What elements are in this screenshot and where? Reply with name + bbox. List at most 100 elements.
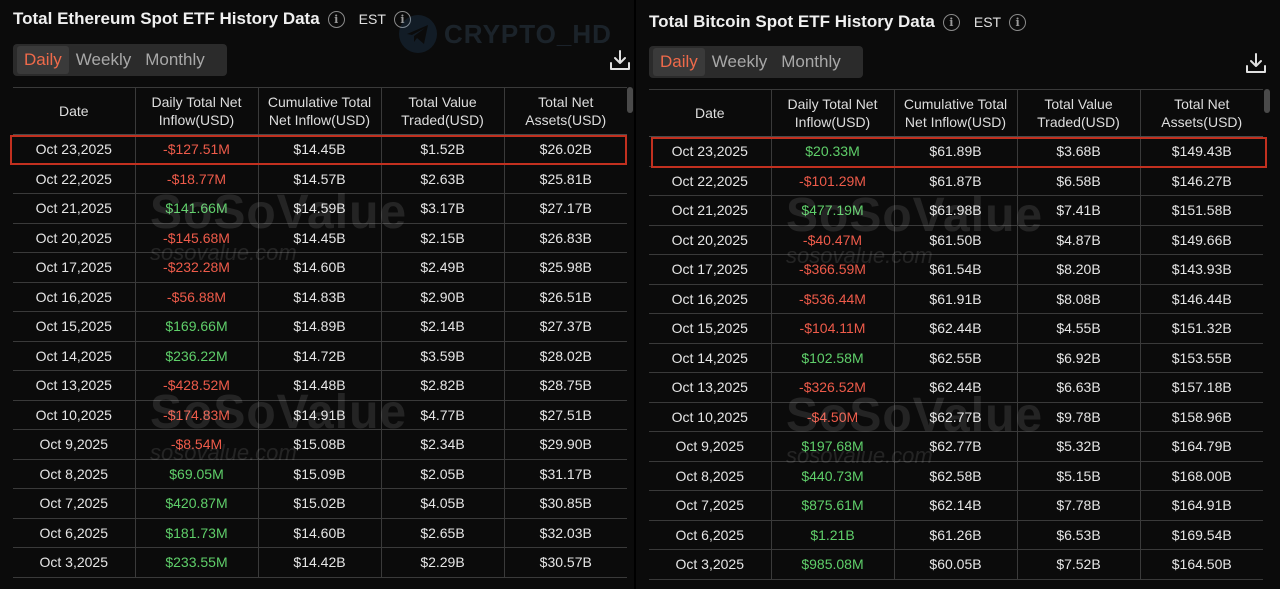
eth-title-info-icon[interactable]: i [327,10,345,28]
btc-col-value-traded[interactable]: Total Value Traded(USD) [1017,89,1141,137]
eth-table-row[interactable]: Oct 22,2025 -$18.77M $14.57B $2.63B $25.81B [13,164,627,194]
btc-table-row[interactable]: Oct 23,2025 $20.33M $61.89B $3.68B $149.43B [649,136,1263,167]
btc-net-assets-cell: $164.50B [1140,549,1263,580]
eth-daily-inflow-cell: $236.22M [135,341,259,371]
btc-net-assets-cell: $158.96B [1140,402,1263,432]
eth-date-cell: Oct 21,2025 [13,193,136,224]
eth-table-row[interactable]: Oct 21,2025 $141.66M $14.59B $3.17B $27.17B [13,193,627,224]
btc-cumulative-inflow-cell: $62.44B [894,372,1018,403]
eth-net-assets-cell: $25.98B [504,252,627,283]
btc-value-traded-cell: $7.41B [1017,195,1141,226]
eth-table-row[interactable]: Oct 14,2025 $236.22M $14.72B $3.59B $28.02B [13,341,627,371]
btc-cumulative-inflow-cell: $62.55B [894,343,1018,373]
btc-table-row[interactable]: Oct 21,2025 $477.19M $61.98B $7.41B $151.58B [649,195,1263,226]
eth-daily-inflow-cell: -$428.52M [135,370,259,401]
btc-table-row[interactable]: Oct 20,2025 -$40.47M $61.50B $4.87B $149.66B [649,225,1263,255]
eth-col-cumulative-inflow[interactable]: Cumulative Total Net Inflow(USD) [258,87,382,135]
btc-table-row[interactable]: Oct 13,2025 -$326.52M $62.44B $6.63B $157.18… [649,372,1263,403]
btc-table-row[interactable]: Oct 7,2025 $875.61M $62.14B $7.78B $164.91B [649,490,1263,521]
btc-daily-inflow-cell: $477.19M [771,195,895,226]
eth-col-daily-inflow[interactable]: Daily Total Net Inflow(USD) [135,87,259,135]
btc-daily-inflow-cell: $102.58M [771,343,895,373]
btc-col-cumulative-inflow[interactable]: Cumulative Total Net Inflow(USD) [894,89,1018,137]
btc-date-cell: Oct 3,2025 [649,549,772,580]
eth-timezone-info-icon[interactable]: i [393,10,411,28]
btc-tab-daily[interactable]: Daily [653,48,705,76]
btc-value-traded-cell: $4.87B [1017,225,1141,255]
eth-date-cell: Oct 17,2025 [13,252,136,283]
btc-daily-inflow-cell: -$4.50M [771,402,895,432]
btc-value-traded-cell: $7.52B [1017,549,1141,580]
eth-date-cell: Oct 7,2025 [13,488,136,519]
eth-table-row[interactable]: Oct 10,2025 -$174.83M $14.91B $4.77B $27.51B [13,400,627,430]
eth-value-traded-cell: $4.77B [381,400,505,430]
btc-value-traded-cell: $8.08B [1017,284,1141,314]
btc-timezone-info-icon[interactable]: i [1009,13,1027,31]
btc-tab-monthly[interactable]: Monthly [781,52,841,71]
eth-table-row[interactable]: Oct 20,2025 -$145.68M $14.45B $2.15B $26.83B [13,223,627,253]
eth-col-date[interactable]: Date [13,87,136,135]
btc-cumulative-inflow-cell: $62.77B [894,431,1018,462]
eth-table-row[interactable]: Oct 8,2025 $69.05M $15.09B $2.05B $31.17B [13,459,627,489]
btc-period-tabs: Daily Weekly Monthly [649,46,863,78]
eth-value-traded-cell: $3.17B [381,193,505,224]
btc-cumulative-inflow-cell: $61.50B [894,225,1018,255]
eth-daily-inflow-cell: $420.87M [135,488,259,519]
btc-tab-weekly[interactable]: Weekly [711,52,768,71]
eth-tab-monthly[interactable]: Monthly [145,50,205,69]
btc-col-daily-inflow[interactable]: Daily Total Net Inflow(USD) [771,89,895,137]
btc-table-row[interactable]: Oct 6,2025 $1.21B $61.26B $6.53B $169.54B [649,520,1263,550]
btc-daily-inflow-cell: $985.08M [771,549,895,580]
eth-table-row[interactable]: Oct 16,2025 -$56.88M $14.83B $2.90B $26.51B [13,282,627,312]
btc-table-row[interactable]: Oct 9,2025 $197.68M $62.77B $5.32B $164.79B [649,431,1263,462]
btc-title-info-icon[interactable]: i [942,13,960,31]
btc-value-traded-cell: $6.58B [1017,166,1141,196]
eth-table-row[interactable]: Oct 3,2025 $233.55M $14.42B $2.29B $30.57B [13,547,627,578]
eth-net-assets-cell: $28.75B [504,370,627,401]
eth-col-value-traded[interactable]: Total Value Traded(USD) [381,87,505,135]
eth-tab-weekly[interactable]: Weekly [75,50,132,69]
eth-table-row[interactable]: Oct 13,2025 -$428.52M $14.48B $2.82B $28.75B [13,370,627,401]
btc-daily-inflow-cell: -$101.29M [771,166,895,196]
btc-daily-inflow-cell: -$536.44M [771,284,895,314]
btc-table-row[interactable]: Oct 8,2025 $440.73M $62.58B $5.15B $168.00B [649,461,1263,491]
btc-col-net-assets[interactable]: Total Net Assets(USD) [1140,89,1263,137]
btc-download-icon[interactable] [1245,52,1267,74]
eth-cumulative-inflow-cell: $14.48B [258,370,382,401]
eth-date-cell: Oct 13,2025 [13,370,136,401]
eth-scrollbar[interactable] [627,87,633,113]
eth-cumulative-inflow-cell: $14.45B [258,134,382,165]
btc-daily-inflow-cell: -$104.11M [771,313,895,344]
eth-daily-inflow-cell: -$56.88M [135,282,259,312]
eth-date-cell: Oct 10,2025 [13,400,136,430]
eth-table-row[interactable]: Oct 7,2025 $420.87M $15.02B $4.05B $30.85B [13,488,627,519]
eth-cumulative-inflow-cell: $15.02B [258,488,382,519]
eth-table-row[interactable]: Oct 17,2025 -$232.28M $14.60B $2.49B $25.98B [13,252,627,283]
btc-table-row[interactable]: Oct 15,2025 -$104.11M $62.44B $4.55B $151.32… [649,313,1263,344]
eth-net-assets-cell: $30.85B [504,488,627,519]
btc-col-date[interactable]: Date [649,89,772,137]
eth-table-row[interactable]: Oct 9,2025 -$8.54M $15.08B $2.34B $29.90B [13,429,627,460]
btc-scrollbar[interactable] [1264,89,1270,113]
eth-table-row[interactable]: Oct 23,2025 -$127.51M $14.45B $1.52B $26.02B [13,134,627,165]
btc-table-row[interactable]: Oct 3,2025 $985.08M $60.05B $7.52B $164.50B [649,549,1263,580]
btc-table-row[interactable]: Oct 10,2025 -$4.50M $62.77B $9.78B $158.96B [649,402,1263,432]
eth-table-row[interactable]: Oct 6,2025 $181.73M $14.60B $2.65B $32.03B [13,518,627,548]
btc-net-assets-cell: $149.43B [1140,136,1263,167]
eth-table-row[interactable]: Oct 15,2025 $169.66M $14.89B $2.14B $27.37B [13,311,627,342]
btc-daily-inflow-cell: -$366.59M [771,254,895,285]
eth-net-assets-cell: $25.81B [504,164,627,194]
btc-table-row[interactable]: Oct 14,2025 $102.58M $62.55B $6.92B $153.55B [649,343,1263,373]
eth-cumulative-inflow-cell: $14.83B [258,282,382,312]
btc-table-row[interactable]: Oct 16,2025 -$536.44M $61.91B $8.08B $146.44… [649,284,1263,314]
eth-col-net-assets[interactable]: Total Net Assets(USD) [504,87,627,135]
btc-value-traded-cell: $6.92B [1017,343,1141,373]
btc-table-row[interactable]: Oct 17,2025 -$366.59M $61.54B $8.20B $143.93… [649,254,1263,285]
btc-table-row[interactable]: Oct 22,2025 -$101.29M $61.87B $6.58B $146.27… [649,166,1263,196]
eth-date-cell: Oct 8,2025 [13,459,136,489]
btc-cumulative-inflow-cell: $62.44B [894,313,1018,344]
eth-download-icon[interactable] [609,49,631,71]
eth-tab-daily[interactable]: Daily [17,46,69,74]
btc-cumulative-inflow-cell: $61.89B [894,136,1018,167]
crypto-hd-watermark: CRYPTO_HD [398,14,612,54]
